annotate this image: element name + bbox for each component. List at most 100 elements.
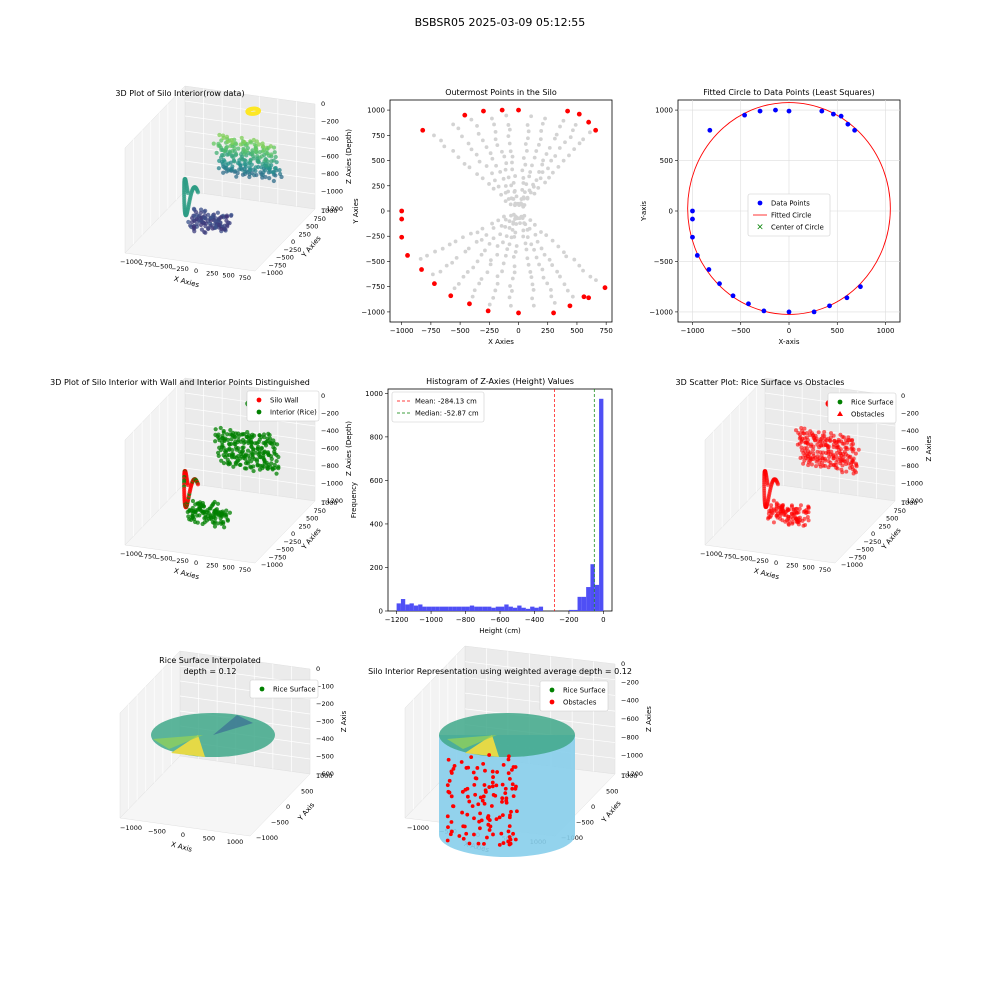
- obstacle-point: [499, 831, 504, 836]
- legend-label: Median: -52.87 cm: [415, 410, 479, 418]
- data-point: [236, 431, 241, 436]
- interior-point: [466, 141, 471, 146]
- obstacle-point: [482, 801, 487, 806]
- data-point: [256, 444, 261, 450]
- interior-point: [499, 223, 504, 228]
- data-point: [249, 440, 254, 445]
- x-tick-label: −1000: [120, 824, 142, 832]
- obstacle-point: [513, 837, 518, 842]
- y-tick-label: −500: [654, 258, 673, 266]
- interior-point: [530, 282, 535, 287]
- interior-point: [542, 252, 547, 257]
- interior-point: [469, 117, 474, 122]
- x-tick-label: 0: [601, 616, 605, 624]
- histogram-bar: [590, 564, 595, 611]
- y-tick-label: −250: [366, 233, 385, 241]
- interior-point: [532, 155, 537, 160]
- x-tick-label: 500: [570, 327, 583, 335]
- data-point: [802, 436, 807, 441]
- y-tick-label: 500: [372, 157, 385, 165]
- data-point: [804, 431, 809, 436]
- interior-point: [513, 250, 518, 254]
- histogram-bar: [452, 606, 457, 611]
- interior-point: [495, 252, 500, 257]
- interior-point: [447, 242, 452, 247]
- z-tick-label: 0: [316, 665, 320, 673]
- obstacle-point: [514, 784, 518, 789]
- data-point: [213, 439, 218, 444]
- obstacle-point: [451, 804, 455, 809]
- data-point: [797, 506, 802, 511]
- interior-point: [550, 170, 555, 175]
- interior-point: [474, 239, 479, 244]
- data-point: [192, 218, 197, 224]
- obstacle-point: [445, 838, 450, 843]
- data-point: [746, 301, 751, 307]
- data-point: [211, 141, 216, 146]
- z-tick-label: −200: [316, 700, 334, 708]
- interior-point: [540, 170, 545, 175]
- y-tick-label: 500: [306, 515, 318, 523]
- data-point: [216, 432, 221, 437]
- y-tick-label: 750: [314, 215, 326, 223]
- data-point: [815, 442, 820, 447]
- interior-point: [484, 233, 489, 237]
- data-point: [265, 159, 270, 164]
- interior-point: [480, 176, 485, 181]
- z-tick-label: −1000: [321, 188, 343, 196]
- data-point: [774, 502, 779, 507]
- data-point: [786, 522, 791, 527]
- interior-point: [537, 170, 541, 174]
- interior-point: [507, 127, 512, 132]
- data-point: [823, 458, 828, 463]
- data-point: [192, 516, 197, 522]
- interior-point: [513, 230, 518, 235]
- p3-legend: [747, 193, 831, 237]
- data-point: [778, 509, 783, 514]
- data-point: [249, 465, 254, 470]
- data-point: [799, 425, 804, 430]
- x-tick-label: 0: [181, 831, 185, 839]
- data-point: [778, 513, 783, 518]
- histogram-bar: [577, 596, 582, 611]
- interior-point: [490, 156, 495, 161]
- x-tick-label: −600: [490, 616, 509, 624]
- obstacle-point: [503, 786, 508, 791]
- interior-point: [511, 254, 516, 259]
- y-tick-label: −500: [276, 254, 294, 262]
- data-point: [773, 107, 778, 113]
- obstacle-point: [504, 796, 509, 801]
- interior-point: [430, 272, 435, 277]
- obstacle-point: [459, 760, 464, 764]
- interior-point: [460, 134, 464, 139]
- data-point: [229, 437, 234, 442]
- interior-point: [440, 246, 445, 251]
- interior-point: [523, 142, 528, 146]
- z-tick-label: −1000: [321, 480, 343, 488]
- obstacle-point: [482, 783, 487, 787]
- outermost-point: [485, 308, 491, 314]
- p4-title: 3D Plot of Silo Interior with Wall and I…: [50, 378, 310, 387]
- interior-point: [513, 174, 518, 178]
- p7-subtitle: depth = 0.12: [184, 667, 237, 676]
- data-point: [276, 454, 281, 460]
- histogram-bar: [534, 607, 539, 611]
- x-tick-label: −250: [171, 557, 189, 565]
- interior-point: [509, 183, 514, 188]
- data-point: [274, 160, 279, 165]
- obstacle-point: [501, 841, 506, 845]
- interior-point: [418, 257, 423, 261]
- obstacle-point: [491, 832, 495, 837]
- p6-axes3d: −1000−750−500−250 0 250 500 750−1000−750−500…: [700, 377, 933, 581]
- data-point: [221, 445, 226, 450]
- p7-title: Rice Surface Interpolated: [159, 656, 261, 665]
- data-point: [828, 463, 833, 468]
- interior-point: [561, 250, 566, 255]
- legend-label: Obstacles: [563, 699, 597, 707]
- obstacle-point: [500, 782, 505, 787]
- data-point: [222, 148, 227, 154]
- data-point: [191, 224, 196, 229]
- outermost-point: [399, 234, 405, 240]
- data-point: [730, 293, 736, 299]
- x-tick-label: 1000: [877, 327, 895, 335]
